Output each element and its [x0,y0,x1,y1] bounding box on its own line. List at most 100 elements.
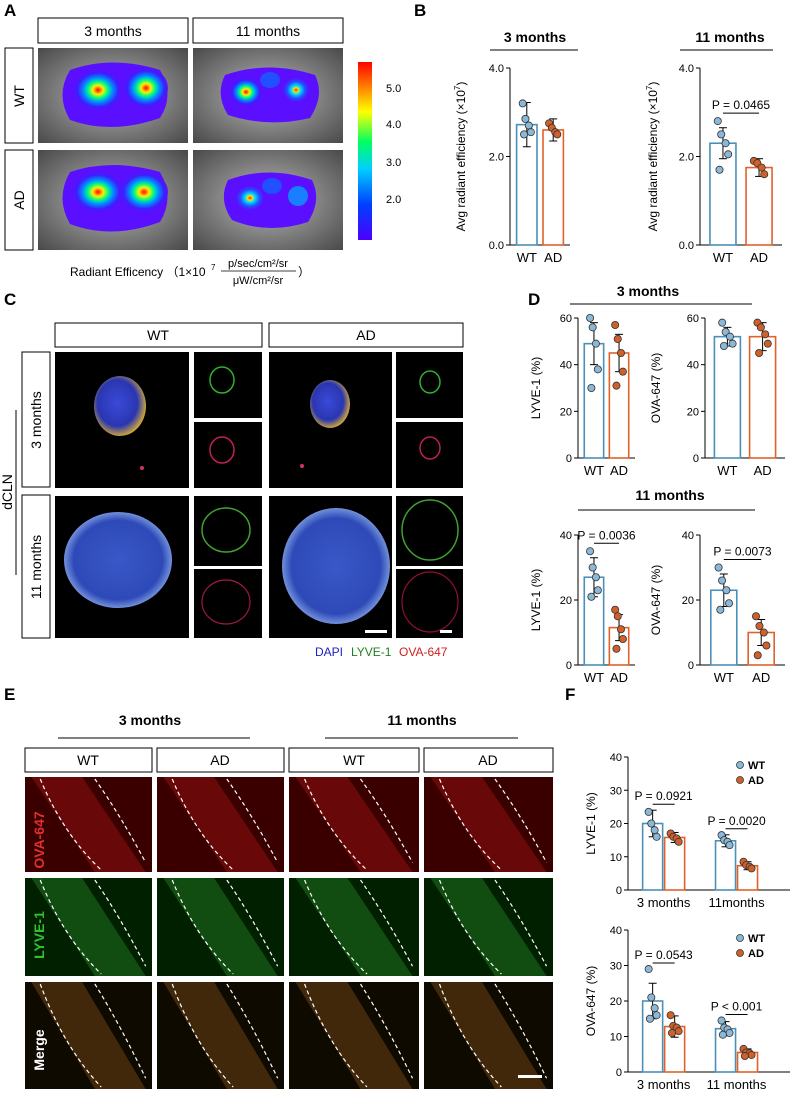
ivis-wt-3m [38,48,188,143]
y-tick-label: 20 [560,406,572,418]
chart-d1: 0 20 40 60 LYVE-1 (%) WT AD [529,313,635,478]
y-tick-label: 40 [560,360,572,372]
data-point [591,339,600,348]
micrograph-tile [25,878,152,976]
legend-marker [736,934,744,942]
data-point [718,318,727,327]
micrograph-ova [194,422,262,488]
y-axis-label: OVA-647 (%) [584,966,598,1036]
data-point [618,367,627,376]
data-point [721,139,730,148]
colorbar-tick: 5.0 [386,83,401,95]
y-tick-label: 20 [610,996,622,1008]
vessel-boundary [438,983,502,1088]
col-header-ad: AD [478,752,497,768]
row-label-ova: OVA-647 [31,811,47,869]
vessel-boundary [360,778,414,863]
y-tick-label: 30 [610,961,622,973]
vessel-boundary [94,879,147,967]
data-point [518,99,527,108]
data-point [760,170,769,179]
data-point [713,117,722,126]
x-category-label: WT [714,670,734,685]
panel-label-b: B [414,1,426,20]
data-point [644,807,653,816]
data-point [587,592,596,601]
y-tick-label: 4.0 [489,63,504,75]
micrograph-tile [25,777,152,872]
data-point [728,339,737,348]
data-point [616,625,625,634]
data-point [647,819,656,828]
data-point [611,320,620,329]
data-point [644,965,653,974]
data-point [717,1016,726,1025]
data-point [593,365,602,374]
x-category-label: AD [610,670,628,685]
data-point [752,612,761,621]
vessel-signal [163,777,278,872]
vessel-signal [31,982,146,1089]
chart-f1: 0 10 20 30 40 LYVE-1 (%) 3 months P = 0.0921 11m… [584,752,790,910]
data-point [747,1050,756,1059]
x-category-label: AD [754,463,772,478]
micrograph-tile [289,982,419,1089]
data-point [715,165,724,174]
y-tick-label: 0.0 [679,240,694,252]
vessel-boundary [494,879,548,967]
x-category-label: AD [750,250,768,265]
x-category-label: AD [752,670,770,685]
x-category-label: AD [610,463,628,478]
group-title-11-months: 11 months [635,487,704,503]
micrograph-tile [157,777,284,872]
row-label-11-months: 11 months [28,535,44,599]
lymph-node [310,380,350,428]
y-tick-label: 20 [682,595,694,607]
vessel-boundary [360,879,414,967]
y-axis-label: OVA-647 (%) [649,565,663,635]
chart-f2: 0 10 20 30 40 OVA-647 (%) 3 months P = 0.0543 11… [584,925,790,1092]
micrograph-tile [25,982,152,1089]
legend-label: AD [748,948,764,960]
p-value: P = 0.0465 [712,98,770,112]
x-category-label: WT [713,250,733,265]
data-point [763,339,772,348]
data-point [724,150,733,159]
side-label-dclN: dCLN [0,474,15,510]
col-header-wt: WT [343,752,365,768]
y-tick-label: 0 [693,453,699,465]
y-tick-label: 40 [610,925,622,937]
vessel-signal [430,982,547,1089]
legend-dapi: DAPI [315,645,343,659]
y-axis-label: Avg radiant efficiency (×107) [645,82,660,232]
y-tick-label: 20 [560,595,572,607]
data-point [618,635,627,644]
data-point [652,1011,661,1020]
caption-denominator: μW/cm²/sr [233,275,284,287]
p-value: P = 0.0073 [713,545,771,559]
micrograph-lyve [396,496,463,566]
y-tick-label: 0 [616,1067,622,1079]
panel-a: 3 months 11 months WT AD [4,17,401,287]
data-point [747,864,756,873]
vessel-boundary [39,778,102,871]
row-label-merge: Merge [31,1029,47,1070]
panel-label-d: D [528,290,540,309]
data-point [714,563,723,572]
micrograph-tile [424,777,553,872]
data-point [667,1028,676,1037]
x-category-label: WT [584,670,604,685]
micrograph-lyve [396,352,463,418]
col-header-wt: WT [77,752,99,768]
micrograph-tile [424,878,553,976]
vessel-signal [163,982,278,1089]
row-label-box [4,47,34,144]
vessel-boundary [494,983,548,1079]
y-axis-label: OVA-647 (%) [649,353,663,423]
y-tick-label: 40 [687,360,699,372]
data-point [613,612,622,621]
row-label-3-months: 3 months [28,391,44,449]
y-tick-label: 0.0 [489,240,504,252]
micrograph-tile [424,982,553,1089]
lymph-node [94,376,146,436]
